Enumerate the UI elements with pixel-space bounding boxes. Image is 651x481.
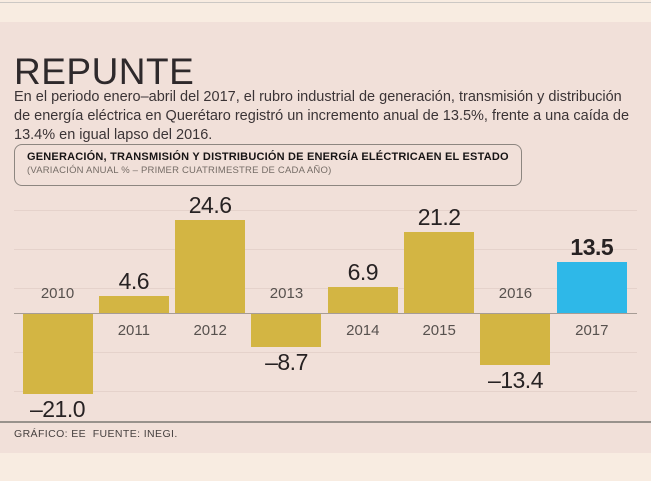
value-label-2011: 4.6 [118,268,150,294]
category-label-2013: 2013 [269,285,304,302]
value-label-2016: –13.4 [487,367,544,393]
category-label-2015: 2015 [422,322,456,339]
zero-axis-line [14,313,637,314]
chart-title: GENERACIÓN, TRANSMISIÓN Y DISTRIBUCIÓN D… [27,151,509,163]
intro-paragraph: En el periodo enero–abril del 2017, el r… [14,88,630,143]
footer-rule [0,421,651,423]
value-label-2012: 24.6 [188,192,232,218]
gridline [14,391,637,392]
gridline [14,288,637,289]
bar-2010 [22,314,93,394]
bar-2013 [251,314,322,347]
category-label-2010: 2010 [40,285,75,302]
credit-line: GRÁFICO: EE FUENTE: INEGI. [14,428,178,440]
value-label-2010: –21.0 [29,396,86,422]
top-hairline [0,2,651,3]
chart-subtitle: (VARIACIÓN ANUAL % – PRIMER CUATRIMESTRE… [27,165,332,176]
category-label-2012: 2012 [193,322,227,339]
category-label-2016: 2016 [498,285,533,302]
page-title: REPUNTE [14,50,195,92]
plot-area: –21.0 2010 4.6 2011 24.6 2012 –8.7 2013 6.9 2014 2… [14,192,637,422]
category-label-2017: 2017 [575,322,609,339]
bar-2015 [404,232,475,313]
bar-2017 [556,262,627,313]
gridline [14,249,637,250]
gridline [14,352,637,353]
category-label-2011: 2011 [117,322,150,339]
value-label-2014: 6.9 [347,259,379,285]
gridline [14,210,637,211]
main-panel [0,22,651,453]
bar-2014 [327,287,398,313]
chart-header-box: GENERACIÓN, TRANSMISIÓN Y DISTRIBUCIÓN D… [14,144,522,186]
value-label-2015: 21.2 [417,204,461,230]
value-label-2013: –8.7 [265,349,308,375]
bar-2012 [175,220,246,313]
bar-2016 [480,314,551,365]
category-label-2014: 2014 [346,322,380,339]
bar-2011 [98,296,169,313]
value-label-2017: 13.5 [570,234,614,260]
